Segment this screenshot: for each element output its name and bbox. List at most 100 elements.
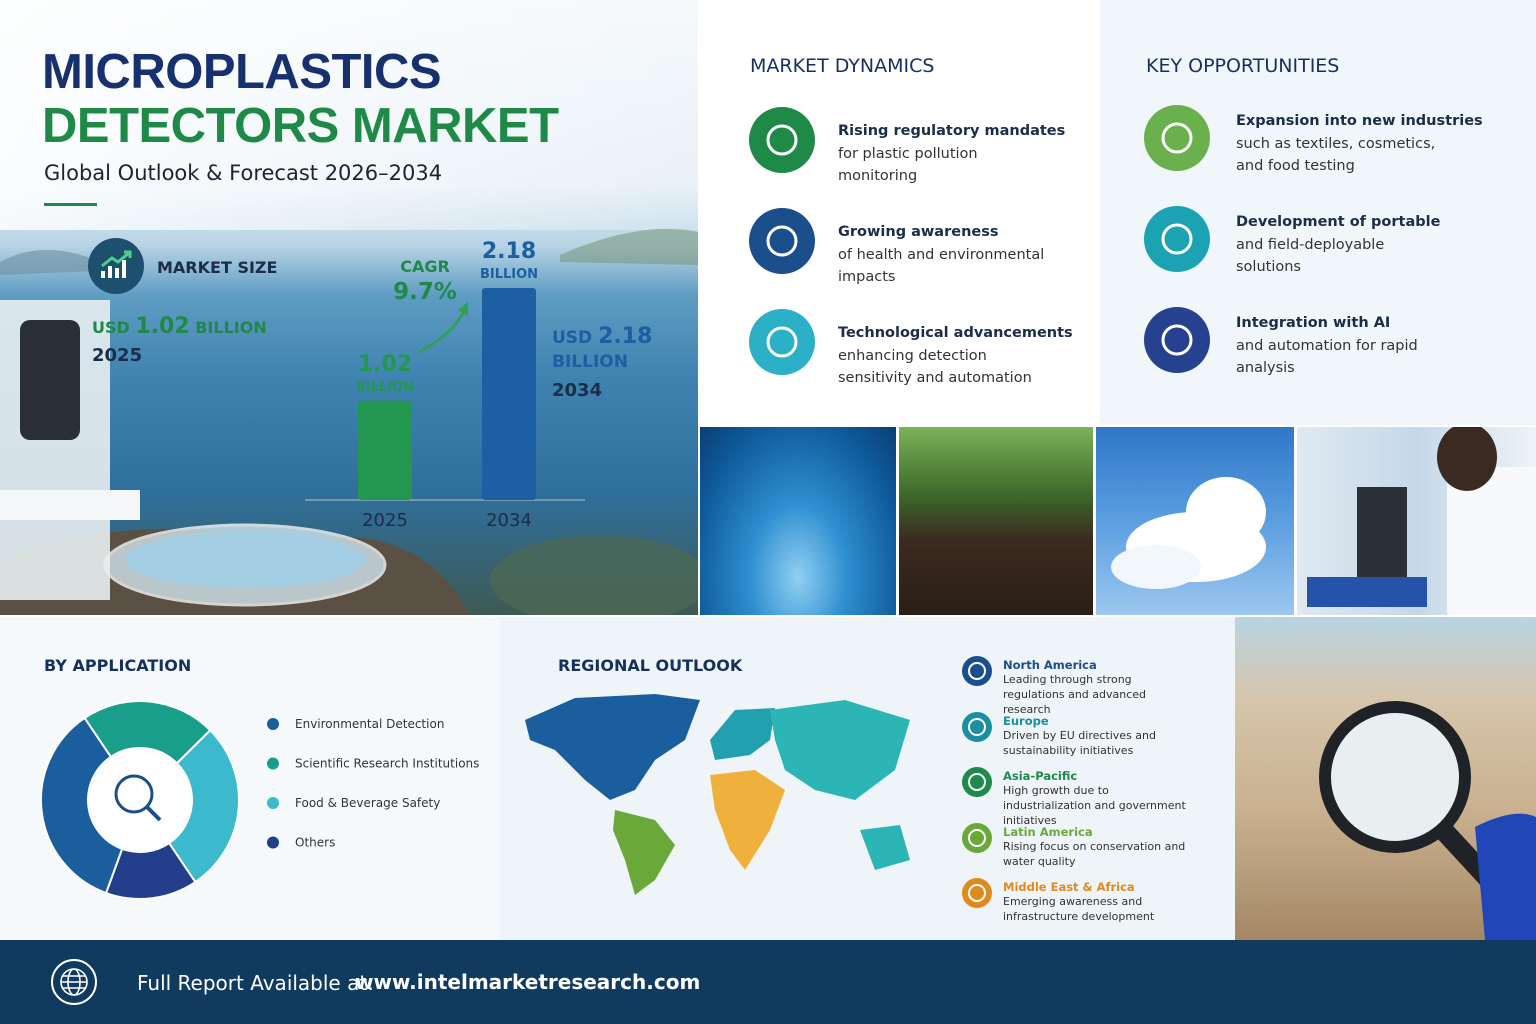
region-text: High growth due to industrialization and…: [1003, 784, 1186, 827]
region-icon: [962, 878, 992, 908]
item-icon: [749, 107, 815, 173]
photo-water: [700, 427, 896, 615]
icon-glyph: [766, 124, 798, 156]
bar: [358, 400, 412, 500]
center-icon: [145, 805, 162, 822]
item-text: and field-deployable solutions: [1236, 237, 1385, 275]
value-label: 2.18: [482, 239, 536, 264]
legend-label: Others: [295, 836, 335, 850]
glyph: [1161, 223, 1193, 255]
globe-icon: [51, 959, 97, 1005]
icon-glyph: [968, 828, 986, 847]
unit: BILLION: [552, 352, 628, 372]
region-text: Driven by EU directives and sustainabili…: [1003, 728, 1156, 757]
unit: BILLION: [195, 318, 267, 337]
item-title: Rising regulatory mandates: [838, 123, 1066, 139]
donut-segment: [40, 716, 124, 895]
section-title: REGIONAL OUTLOOK: [558, 656, 743, 675]
amount: 1.02: [135, 314, 190, 339]
item-icon: [749, 309, 815, 375]
glyph: [968, 717, 986, 736]
hero-decor: [0, 228, 698, 615]
unit-label: BILLION: [480, 267, 538, 282]
unit-label: BILLION: [356, 380, 414, 395]
legend-swatch: [267, 836, 279, 849]
item-icon: [1144, 307, 1210, 373]
glyph: [766, 326, 798, 358]
item-title: Integration with AI: [1236, 315, 1391, 331]
legend-label: Scientific Research Institutions: [295, 757, 479, 771]
item-text: and automation for rapid analysis: [1236, 338, 1418, 376]
icon-glyph: [1161, 122, 1193, 154]
photo-lab: [1297, 423, 1536, 615]
world-map: [525, 694, 910, 895]
icon-glyph: [968, 773, 986, 791]
arrow-head: [458, 302, 468, 316]
legend-swatch: [267, 718, 279, 730]
annotation-value: 9.7%: [393, 279, 457, 305]
divider: [44, 203, 97, 206]
icon-glyph: [1161, 223, 1193, 255]
region-text: Emerging awareness and infrastructure de…: [1003, 895, 1155, 923]
region-name: Latin America: [1003, 824, 1093, 839]
glyph: [766, 124, 798, 156]
glyph: [968, 662, 986, 680]
section-title: MARKET DYNAMICS: [750, 55, 935, 77]
photo-sky: [1096, 427, 1294, 615]
currency: USD: [552, 328, 593, 348]
footer: [0, 940, 1536, 1024]
photo-beach: [1235, 617, 1536, 940]
item-text: such as textiles, cosmetics, and food te…: [1236, 136, 1436, 174]
icon-glyph: [766, 326, 798, 358]
annotation-label: CAGR: [400, 257, 450, 276]
bar: [482, 288, 536, 500]
donut-segment: [167, 728, 240, 884]
region-name: Asia-Pacific: [1003, 769, 1078, 783]
icon-glyph: [968, 884, 986, 902]
footer-url[interactable]: www.intelmarketresearch.com: [355, 970, 701, 994]
region-icon: [962, 711, 992, 742]
region-icon: [962, 656, 992, 686]
bar-chart: 1.02 BILLION 2025 2.18 BILLION 2034 CAGR 9.7%: [305, 239, 585, 531]
clouds: [1111, 477, 1266, 589]
donut-segment: [83, 700, 212, 765]
item-icon: [1144, 206, 1210, 272]
arrow: [417, 307, 468, 354]
section-title: KEY OPPORTUNITIES: [1146, 55, 1340, 77]
region-text: Rising focus on conservation and water q…: [1003, 839, 1186, 868]
hero-overlay: [0, 0, 698, 230]
legend-label: Food & Beverage Safety: [295, 796, 440, 810]
market-end-year: 2034: [552, 380, 603, 401]
legend-swatch: [267, 797, 279, 809]
subtitle: Global Outlook & Forecast 2026–2034: [44, 161, 443, 185]
item-text: for plastic pollution monitoring: [838, 146, 978, 184]
region-icon: [962, 767, 992, 797]
item-icon: [749, 208, 815, 274]
x-tick-label: 2025: [362, 510, 408, 531]
region-name: Europe: [1003, 713, 1049, 728]
donut-segment: [104, 841, 197, 900]
title-line: DETECTORS MARKET: [42, 99, 559, 153]
glyph: [968, 773, 986, 791]
market-size-icon: [88, 238, 144, 294]
market-start-year: 2025: [92, 345, 143, 366]
region-name: North America: [1003, 658, 1097, 672]
market-size-label: MARKET SIZE: [157, 258, 278, 277]
legend-label: Environmental Detection: [295, 717, 444, 731]
currency: USD: [92, 318, 130, 337]
glyph: [968, 828, 986, 847]
icon-glyph: [968, 717, 986, 736]
region-text: Leading through strong regulations and a…: [1003, 673, 1147, 716]
glyph: [1161, 122, 1193, 154]
x-tick-label: 2034: [486, 510, 532, 531]
center-icon: [114, 774, 154, 814]
lab-scene: [1307, 423, 1536, 615]
icon-glyph: [968, 662, 986, 680]
value-label: 1.02: [358, 352, 412, 377]
market-end: USD 2.18: [552, 324, 652, 349]
icon-glyph: [101, 250, 132, 278]
item-title: Technological advancements: [838, 325, 1073, 341]
item-text: enhancing detection sensitivity and auto…: [838, 348, 1032, 386]
legend-swatch: [267, 757, 279, 770]
footer-label: Full Report Available at:: [137, 971, 374, 995]
